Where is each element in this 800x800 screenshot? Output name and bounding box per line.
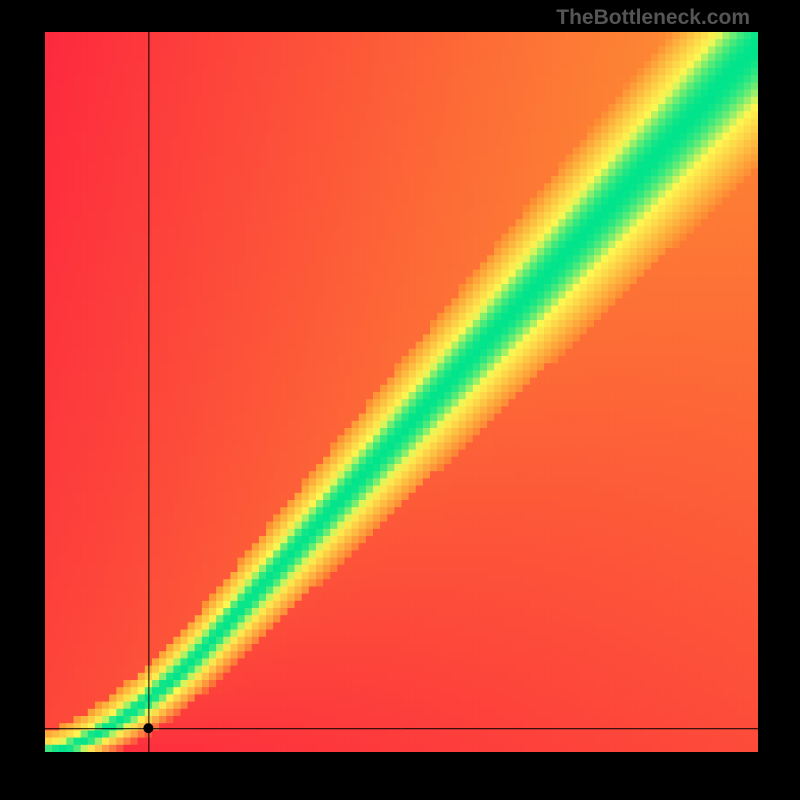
heatmap-canvas [45,32,758,752]
chart-container: TheBottleneck.com [0,0,800,800]
watermark-text: TheBottleneck.com [556,6,750,30]
plot-area [45,32,758,752]
